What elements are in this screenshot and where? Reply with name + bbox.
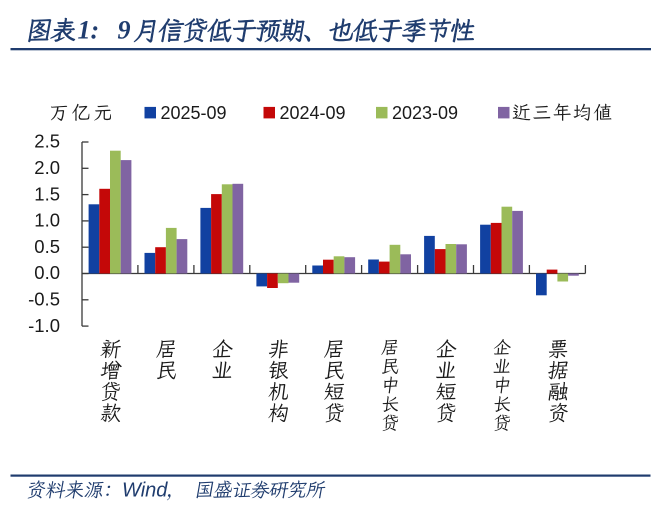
svg-text:2023-09: 2023-09 <box>392 103 458 123</box>
svg-text:-0.5: -0.5 <box>28 289 60 310</box>
svg-text:Wind: Wind <box>122 480 168 502</box>
svg-text:-1.0: -1.0 <box>28 315 60 336</box>
svg-text:2025-09: 2025-09 <box>161 103 227 123</box>
svg-text:0.5: 0.5 <box>34 236 60 257</box>
svg-text:2.5: 2.5 <box>34 131 60 152</box>
svg-text:1:: 1: <box>78 16 100 45</box>
svg-text:2.0: 2.0 <box>34 157 60 178</box>
svg-text:1.5: 1.5 <box>34 183 60 204</box>
svg-text:1.0: 1.0 <box>34 210 60 231</box>
svg-text:0.0: 0.0 <box>34 262 60 283</box>
svg-text:2024-09: 2024-09 <box>280 103 346 123</box>
svg-text:9: 9 <box>118 16 131 45</box>
